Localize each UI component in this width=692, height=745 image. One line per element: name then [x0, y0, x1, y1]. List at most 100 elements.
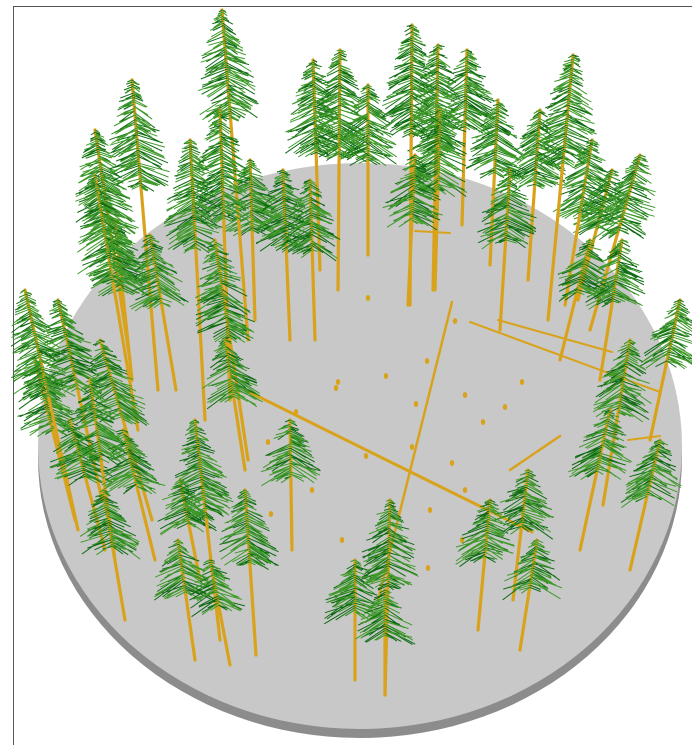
tree [309, 48, 370, 292]
tree [493, 468, 555, 602]
stump [425, 565, 431, 571]
stumps [265, 295, 525, 571]
tree [154, 538, 214, 662]
crown-needles [192, 109, 251, 224]
stump [333, 385, 339, 391]
trunk [406, 153, 417, 307]
tree [557, 238, 610, 362]
crown-needles [455, 499, 515, 565]
crown-needles [309, 49, 370, 160]
crown-needles [470, 99, 524, 180]
crown-needles [355, 589, 414, 641]
trunk [433, 108, 442, 292]
crown-needles [496, 469, 555, 535]
tree [101, 428, 166, 562]
tree [10, 288, 80, 532]
stump [335, 379, 341, 385]
crown-needles [175, 419, 234, 522]
tree [281, 178, 341, 342]
tree [640, 298, 692, 442]
tree [260, 418, 321, 552]
tree [455, 498, 515, 632]
stump [502, 404, 508, 410]
tree [324, 558, 385, 682]
crown-needles [163, 139, 221, 254]
tree [172, 418, 234, 642]
tree [201, 338, 263, 472]
crown-needles [621, 439, 682, 509]
stump [363, 453, 369, 459]
crown-needles [79, 489, 141, 560]
tree [620, 438, 682, 572]
crown-needles [50, 419, 111, 484]
tree [465, 98, 526, 267]
tree [502, 538, 563, 652]
log [414, 230, 451, 234]
stump [462, 487, 468, 493]
crown-needles [407, 109, 468, 198]
trunk [243, 488, 258, 657]
trunk [460, 48, 469, 227]
crown-needles [558, 239, 610, 306]
trunk [93, 173, 140, 432]
crown-needles [382, 154, 443, 228]
crown-needles [585, 239, 644, 310]
trunk [476, 498, 492, 632]
crown-needles [77, 174, 141, 287]
crown-needles [640, 299, 692, 368]
trunk [23, 288, 80, 532]
crown-needles [101, 429, 166, 495]
trunk [518, 538, 539, 652]
crown-needles [534, 56, 597, 169]
crown-needles [197, 9, 258, 123]
tree [355, 588, 416, 697]
crown-needles [260, 419, 321, 487]
tree [163, 138, 223, 422]
tree [219, 488, 280, 657]
tree [504, 108, 566, 282]
trees [10, 8, 692, 697]
stump [265, 439, 271, 445]
crown-needles [571, 409, 627, 478]
stump [309, 487, 315, 493]
crown-needles [195, 239, 255, 343]
crown-needles [325, 559, 382, 621]
stump [268, 511, 274, 517]
crown-needles [442, 49, 495, 137]
stump [480, 419, 486, 425]
tree [568, 408, 632, 552]
crown-needles [504, 539, 563, 600]
crown-needles [11, 289, 76, 403]
tree [197, 8, 259, 342]
trunk [488, 98, 500, 267]
tree [440, 48, 495, 227]
trunk [178, 478, 202, 582]
tree [382, 153, 443, 307]
trunk [148, 233, 178, 392]
stump [519, 379, 525, 385]
crown-needles [108, 79, 170, 192]
stump [339, 537, 345, 543]
trunk [526, 108, 542, 282]
tree [407, 108, 468, 292]
stump [424, 358, 430, 364]
crown-needles [192, 559, 242, 616]
crown-needles [382, 24, 440, 138]
trunk [628, 438, 662, 572]
stump [427, 507, 433, 513]
stump [293, 409, 299, 415]
crown-needles [68, 379, 129, 465]
stump [365, 295, 371, 301]
trunk [578, 408, 612, 552]
stump [452, 318, 458, 324]
crown-needles [201, 339, 263, 408]
trunk [598, 238, 624, 382]
crown-needles [154, 539, 212, 602]
tree [477, 168, 537, 332]
trunk [511, 468, 530, 602]
stump [413, 401, 419, 407]
trunk [648, 298, 682, 442]
log [508, 434, 562, 472]
crown-needles [592, 339, 652, 423]
